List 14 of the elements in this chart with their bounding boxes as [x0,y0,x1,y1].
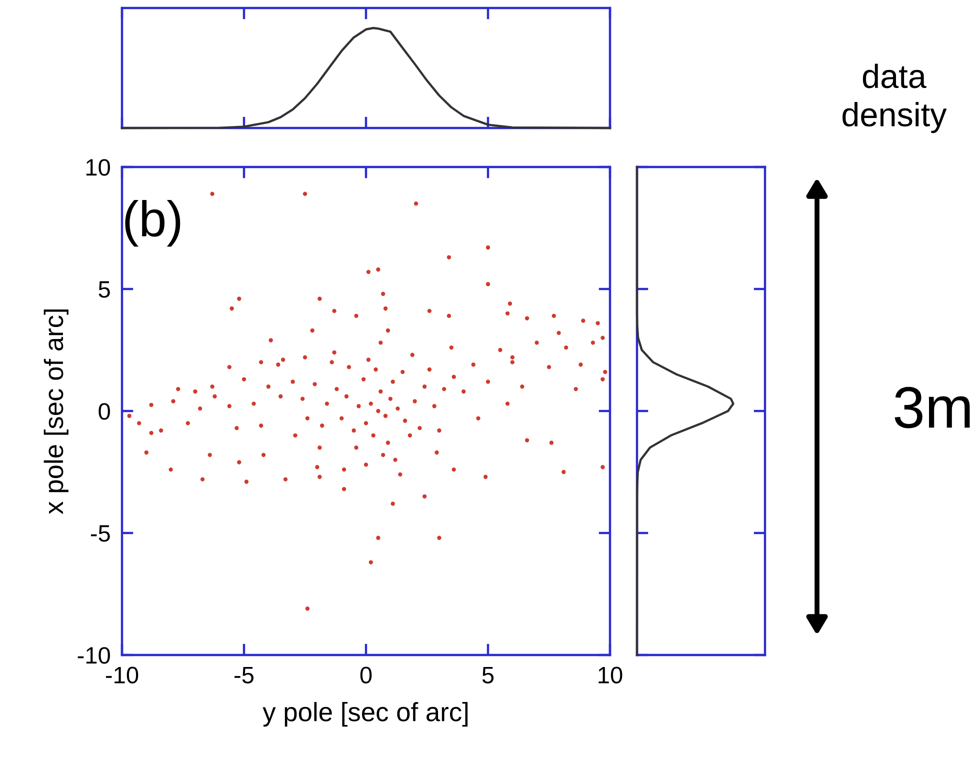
x-tick-label: 10 [598,666,622,684]
x-axis-title: y pole [sec of arc] [262,702,468,727]
y-tick-label: -10 [78,647,110,664]
y-tick-label: 0 [98,403,110,420]
text: data density [842,64,947,134]
y-tick-label: 5 [98,281,110,298]
x-tick-label: 5 [482,666,494,684]
text: 3m [894,386,970,428]
y-axis-title: x pole [sec of arc] [44,309,68,514]
y-tick-label: -5 [90,525,110,542]
x-tick-label: -5 [234,666,254,684]
annotation: (b) [125,200,180,247]
y-tick-label: 10 [86,159,110,176]
x-tick-label: 0 [360,666,372,684]
